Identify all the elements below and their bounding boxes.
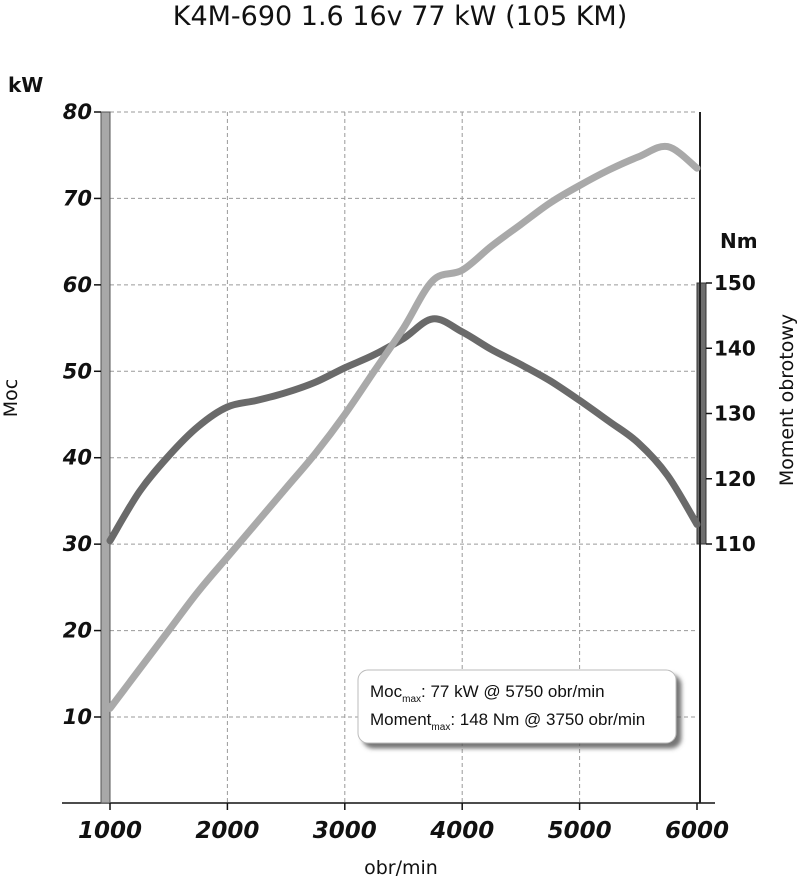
torque-series-line (106, 315, 701, 545)
x-tick-label: 3000 (313, 818, 377, 844)
power-max-label: Moc (370, 682, 403, 701)
right-tick-label: 110 (714, 532, 756, 556)
right-tick-label: 120 (714, 467, 756, 491)
torque-max-label: Moment (370, 710, 432, 729)
right-axis-ticks: 150 140 130 120 110 (706, 271, 756, 556)
torque-max-sub: max (431, 722, 450, 733)
right-scale-bar (696, 282, 707, 545)
x-tick-label: 2000 (195, 818, 259, 844)
left-tick-label: 60 (63, 273, 92, 297)
right-tick-label: 140 (714, 336, 756, 360)
left-axis-label: Moc (0, 379, 22, 417)
x-tick-label: 4000 (429, 818, 494, 844)
right-axis-label: Moment obrotowy (776, 314, 798, 486)
right-axis-unit: Nm (720, 229, 758, 253)
chart-title: K4M-690 1.6 16v 77 kW (105 KM) (173, 1, 628, 32)
power-series-line (106, 142, 701, 712)
power-max-sub: max (402, 694, 421, 705)
right-tick-label: 150 (714, 271, 756, 295)
left-tick-label: 30 (63, 532, 92, 556)
x-tick-label: 5000 (548, 818, 612, 844)
left-axis-unit: kW (8, 73, 43, 97)
left-tick-label: 20 (63, 619, 92, 643)
torque-max-note: Momentmax: 148 Nm @ 3750 obr/min (370, 710, 645, 733)
x-axis-label: obr/min (364, 857, 438, 877)
max-values-box-frame (357, 669, 677, 744)
left-axis-ticks: 80 70 60 50 40 30 20 10 (62, 100, 101, 729)
left-tick-label: 10 (63, 705, 92, 729)
torque-max-text: : 148 Nm @ 3750 obr/min (450, 710, 645, 729)
power-max-text: : 77 kW @ 5750 obr/min (421, 682, 605, 701)
right-tick-label: 130 (714, 402, 756, 426)
x-axis-ticks: 1000 2000 3000 4000 5000 6000 (78, 803, 729, 844)
x-tick-label: 1000 (78, 818, 142, 844)
power-max-note: Mocmax: 77 kW @ 5750 obr/min (370, 682, 605, 705)
series-group (106, 142, 701, 712)
left-scale-bar (100, 111, 111, 804)
left-tick-label: 70 (63, 186, 92, 210)
x-tick-label: 6000 (665, 818, 729, 844)
left-tick-label: 80 (63, 100, 92, 124)
max-values-box: Mocmax: 77 kW @ 5750 obr/min Momentmax: … (357, 669, 677, 744)
left-tick-label: 40 (62, 446, 92, 470)
left-tick-label: 50 (63, 359, 92, 383)
